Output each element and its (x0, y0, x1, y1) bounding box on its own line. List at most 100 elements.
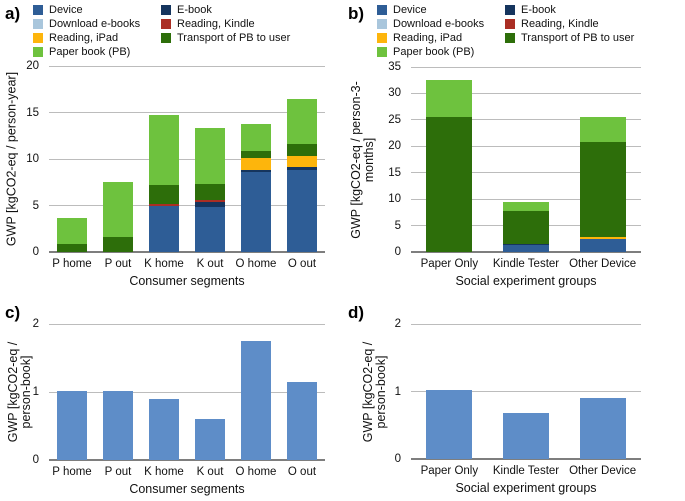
legend-item: Device (33, 3, 140, 17)
bar-segment (103, 182, 133, 238)
x-axis-label: Consumer segments (129, 274, 245, 288)
y-gridline (411, 66, 641, 68)
legend-label: Reading, iPad (49, 32, 119, 44)
bar (579, 398, 626, 459)
bar-segment (195, 207, 225, 252)
bar-segment (195, 202, 225, 208)
legend-item: Paper book (PB) (377, 45, 484, 59)
legend-item: Reading, Kindle (505, 17, 634, 31)
x-axis-label: Consumer segments (129, 482, 245, 496)
y-tick-label: 35 (388, 61, 401, 73)
legend-item: Reading, iPad (33, 31, 140, 45)
panel-letter-a: a) (5, 4, 21, 23)
x-axis-line (411, 251, 641, 253)
legend-swatch-icon (161, 33, 171, 43)
y-tick-label: 0 (32, 454, 39, 466)
bar-segment (57, 243, 87, 252)
x-axis-line (411, 458, 641, 460)
legend-label: Paper book (PB) (49, 46, 131, 58)
bar-segment (426, 80, 473, 118)
legend-swatch-icon (33, 5, 43, 15)
legend-item: Reading, Kindle (161, 17, 290, 31)
bar-segment (241, 172, 271, 252)
y-tick-label: 15 (26, 106, 39, 119)
x-tick-label: Kindle Tester (492, 465, 560, 477)
x-tick-label: Other Device (569, 465, 637, 477)
bar (149, 398, 179, 460)
y-tick-label: 10 (26, 153, 39, 165)
y-axis-label: GWP [kgCO2-eq / person-book] (6, 341, 33, 443)
bar-segment (149, 205, 179, 252)
bar (241, 341, 271, 460)
x-tick-label: K out (196, 466, 224, 478)
legend-swatch-icon (33, 33, 43, 43)
legend-column: Device Download e-books Reading, iPad Paper… (33, 3, 140, 59)
bar-segment (241, 170, 271, 173)
legend-label: E-book (177, 4, 212, 16)
x-tick-label: O home (235, 258, 277, 270)
y-tick-label: 10 (388, 193, 401, 206)
y-axis-label: GWP [kgCO2-eq / person-year] (4, 71, 19, 247)
y-gridline (411, 92, 641, 94)
legend-item: E-book (161, 3, 290, 17)
panel-letter-b: b) (348, 4, 365, 23)
y-tick-label: 1 (32, 386, 39, 398)
legend-label: Transport of PB to user (521, 32, 635, 44)
panel-b: b) 0 5 10 15 20 25 30 35 GWP [kgCO2-eq / person-… (343, 0, 685, 295)
x-tick-label: Kindle Tester (492, 258, 560, 270)
bar-segment (103, 237, 133, 252)
y-tick-label: 1 (394, 385, 401, 398)
legend-label: Reading, Kindle (521, 18, 599, 30)
y-tick-label: 20 (26, 60, 39, 72)
legend-label: Device (49, 4, 83, 16)
bar-segment (287, 170, 317, 252)
x-tick-label: P home (52, 466, 92, 478)
panel-d: d) 0 1 2 GWP [kgCO2-eq / person-book] Paper O… (343, 295, 685, 501)
bar-segment (503, 243, 549, 246)
panel-a: a) 0 5 10 15 20 GWP [kgCO2-eq / person-year] P… (0, 0, 343, 295)
x-tick-label: Paper Only (420, 465, 479, 477)
y-gridline (411, 172, 641, 174)
legend-swatch-icon (377, 47, 387, 57)
y-tick-label: 20 (388, 140, 401, 153)
y-axis-label: GWP [kgCO2-eq / person-3- months] (349, 80, 376, 239)
x-axis-label: Social experiment groups (455, 274, 597, 288)
x-axis-line (49, 251, 325, 253)
bar-segment (149, 185, 179, 205)
legend-item: Transport of PB to user (161, 31, 290, 45)
bar (287, 381, 317, 460)
y-tick-label: 2 (32, 318, 39, 330)
x-tick-label: Other Device (569, 258, 637, 270)
bar-segment (503, 201, 549, 211)
y-gridline (49, 391, 325, 393)
bar (103, 390, 133, 460)
bar-segment (195, 200, 225, 203)
y-tick-label: 0 (394, 246, 401, 258)
legend-item: Device (377, 3, 484, 17)
bar (195, 419, 225, 460)
y-gridline (49, 112, 325, 113)
y-gridline (411, 198, 641, 200)
y-gridline (411, 391, 641, 392)
legend-label: Download e-books (49, 18, 141, 30)
x-tick-label: K home (144, 466, 184, 478)
legend-label: Transport of PB to user (177, 32, 291, 44)
bar-segment (287, 167, 317, 171)
bar-segment (579, 116, 626, 143)
panel-letter-d: d) (348, 303, 365, 322)
legend-swatch-icon (505, 33, 515, 43)
legend-column: Device Download e-books Reading, iPad Paper… (377, 3, 484, 59)
x-tick-label: Paper Only (420, 258, 479, 270)
legend-column: E-book Reading, Kindle Transport of PB to … (161, 3, 290, 45)
legend-swatch-icon (505, 5, 515, 15)
x-tick-label: P out (104, 258, 132, 270)
legend-label: Paper book (PB) (393, 46, 475, 58)
bar-segment (579, 236, 626, 239)
legend-swatch-icon (33, 47, 43, 57)
y-gridline (411, 145, 641, 147)
x-tick-label: O out (287, 466, 317, 478)
legend-label: Reading, iPad (393, 32, 463, 44)
bar-segment (241, 150, 271, 159)
x-tick-label: P home (52, 258, 92, 270)
legend-item: Reading, iPad (377, 31, 484, 45)
